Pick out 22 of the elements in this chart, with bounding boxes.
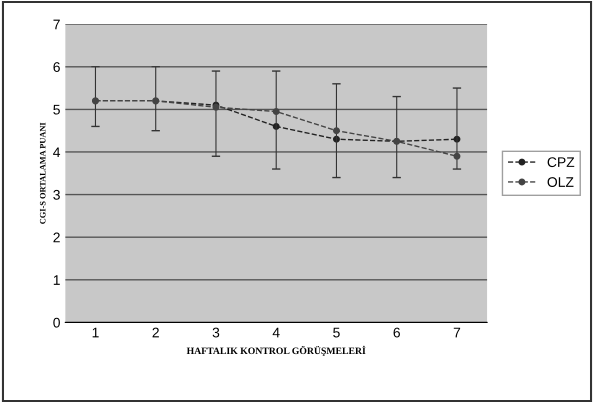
y-tick-label: 2 [53,232,60,242]
legend-label: CPZ [548,157,574,168]
x-tick-label: 4 [272,328,280,338]
y-tick-label: 1 [54,275,60,285]
point [332,127,340,134]
point [272,108,280,115]
x-tick-label: 7 [454,328,460,338]
x-tick-label: 5 [333,328,340,338]
x-tick-label: 6 [394,328,400,338]
y-tick-label: 3 [53,190,60,200]
x-tick-label: 1 [92,328,99,338]
y-tick-label: 0 [53,318,60,328]
x-axis-title: HAFTALIK KONTROL GÖRÜŞMELERİ [186,346,366,356]
point [453,152,460,160]
y-tick-label: 7 [53,20,60,30]
y-tick-label: 4 [53,147,60,158]
y-tick-label: 6 [53,62,60,72]
y-tick-label: 5 [53,104,60,115]
legend-label: OLZ [548,177,574,187]
y-axis-title: CGI-S ORTALAMA PUANI [40,122,46,224]
x-tick-label: 2 [152,328,159,338]
x-tick-label: 3 [212,328,220,338]
